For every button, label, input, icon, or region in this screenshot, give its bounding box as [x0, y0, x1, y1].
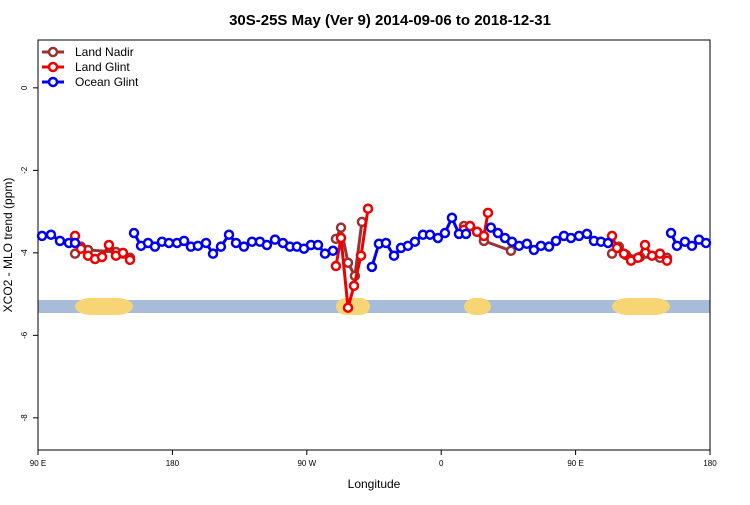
point [312, 239, 324, 251]
point [602, 237, 614, 249]
point [388, 250, 400, 261]
point [543, 241, 555, 252]
point [238, 241, 250, 252]
point [163, 237, 175, 249]
x-tick-label: 180 [703, 459, 717, 468]
y-axis-label: XCO2 - MLO trend (ppm) [1, 178, 15, 313]
point [439, 227, 451, 239]
point [327, 245, 339, 257]
point [485, 222, 497, 233]
surface-band [38, 298, 710, 315]
x-tick-label: 90 W [297, 459, 316, 468]
point [117, 247, 129, 259]
point [261, 239, 273, 251]
point [505, 245, 517, 257]
point [460, 228, 472, 240]
point [200, 237, 212, 249]
point [492, 227, 504, 239]
point [330, 260, 342, 272]
legend-label: Land Glint [75, 60, 130, 74]
x-tick-label: 180 [166, 459, 180, 468]
y-tick-label: -6 [20, 331, 29, 339]
point [409, 236, 421, 247]
point [230, 237, 242, 249]
x-tick-label: 90 E [30, 459, 46, 468]
y-tick-label: -2 [20, 166, 29, 174]
point [192, 240, 204, 252]
point [54, 235, 66, 247]
point [124, 254, 136, 266]
point [103, 239, 115, 251]
y-tick-label: -8 [20, 414, 29, 422]
point [611, 242, 623, 254]
point [178, 235, 190, 247]
chart-title: 30S-25S May (Ver 9) 2014-09-06 to 2018-1… [229, 12, 551, 29]
point [482, 207, 494, 219]
point [565, 232, 577, 244]
point [215, 241, 227, 252]
point [446, 212, 458, 224]
series [36, 212, 712, 273]
point [223, 229, 235, 240]
legend-marker [47, 46, 59, 58]
x-tick-label: 0 [439, 459, 444, 468]
land-band [612, 298, 670, 315]
point [355, 250, 367, 261]
y-tick-label: -4 [20, 249, 29, 257]
point [521, 238, 533, 250]
point [69, 237, 81, 249]
point [335, 222, 347, 233]
legend-label: Land Nadir [75, 45, 134, 59]
land-band [464, 298, 491, 315]
x-axis-label: Longitude [348, 477, 401, 491]
point [654, 248, 666, 259]
point [207, 248, 219, 259]
point [665, 227, 677, 239]
point [432, 232, 444, 244]
point [362, 203, 374, 214]
point [342, 302, 354, 313]
point [618, 248, 630, 259]
point [380, 237, 392, 249]
point [639, 239, 651, 251]
point [36, 230, 48, 242]
point [478, 230, 490, 242]
land-band [75, 298, 133, 315]
point [661, 255, 673, 266]
legend-marker [47, 61, 59, 73]
point [348, 280, 360, 292]
point [700, 237, 712, 249]
point [550, 235, 562, 247]
point [464, 220, 476, 232]
legend-marker [47, 76, 59, 88]
y-tick-label: 0 [20, 85, 29, 90]
point [632, 252, 644, 264]
point [581, 228, 593, 240]
point [45, 229, 57, 240]
point [96, 251, 108, 263]
point [75, 243, 87, 254]
legend-label: Ocean Glint [75, 75, 139, 89]
point [366, 261, 378, 273]
point [686, 240, 698, 252]
point [671, 240, 683, 252]
point [149, 241, 161, 252]
x-tick-label: 90 E [567, 459, 583, 468]
point [335, 232, 347, 244]
point [535, 240, 547, 252]
point [128, 227, 140, 239]
ocean-band [38, 300, 710, 313]
